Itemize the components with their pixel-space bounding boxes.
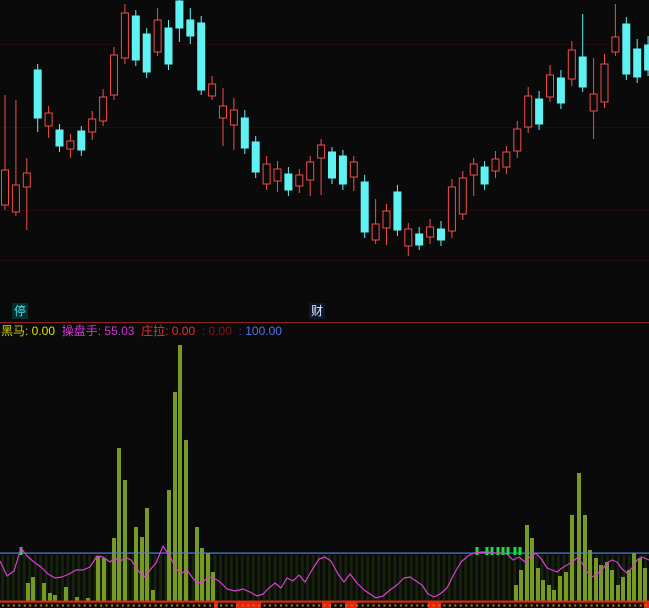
indicator-value-segment: 黑马: bbox=[1, 324, 29, 338]
indicator-value-segment: : bbox=[231, 324, 242, 338]
indicator-value-segment: 0.00 bbox=[168, 324, 196, 338]
stop-marker-badge[interactable]: 停 bbox=[12, 303, 29, 319]
cai-marker-badge[interactable]: 财 bbox=[309, 303, 326, 319]
indicator-value-segment: 55.03 bbox=[101, 324, 135, 338]
panel-divider bbox=[0, 322, 649, 323]
indicator-value-segment: 100.00 bbox=[241, 324, 282, 338]
candlestick-chart[interactable] bbox=[0, 0, 649, 322]
indicator-values-row: 黑马: 0.00 操盘手: 55.03 庄拉: 0.00 : 0.00 : 10… bbox=[1, 324, 649, 339]
indicator-value-segment: 操盘手: bbox=[55, 324, 102, 338]
indicator-chart[interactable] bbox=[0, 340, 649, 608]
indicator-value-segment: 0.00 bbox=[28, 324, 56, 338]
indicator-value-segment: : bbox=[195, 324, 206, 338]
indicator-value-segment: 0.00 bbox=[205, 324, 232, 338]
indicator-value-segment: 庄拉: bbox=[134, 324, 169, 338]
